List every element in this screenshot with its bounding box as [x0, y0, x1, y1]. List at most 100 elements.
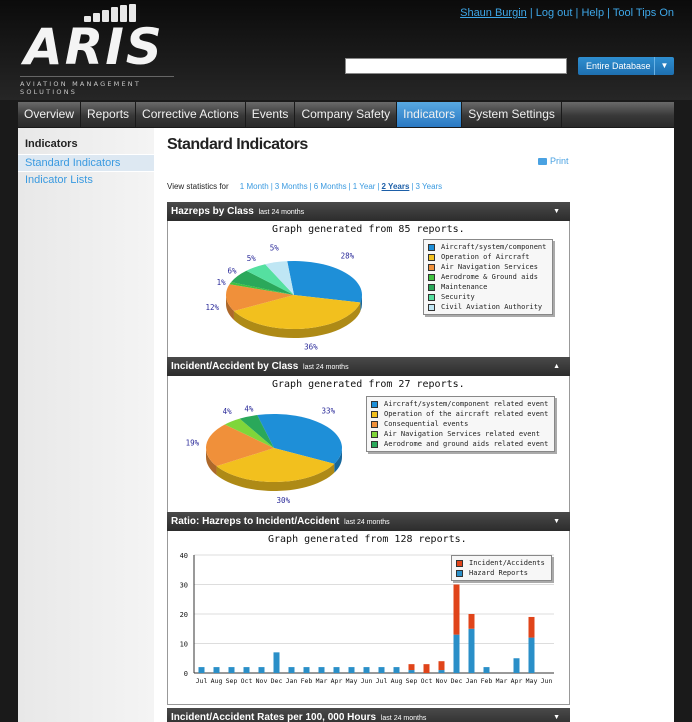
sidebar: Indicators Standard Indicators Indicator…	[18, 128, 154, 722]
x-tick-label: Nov	[436, 677, 448, 685]
bar	[528, 616, 535, 638]
pie-slice	[231, 270, 294, 295]
x-tick-label: Jan	[466, 677, 478, 685]
legend-label: Security	[441, 293, 475, 301]
panel-subtitle: last 24 months	[344, 519, 390, 526]
x-tick-label: Jan	[286, 677, 298, 685]
tab-reports[interactable]: Reports	[81, 102, 137, 127]
graph-caption: Graph generated from 27 reports.	[272, 379, 465, 390]
period-option[interactable]: 3 Years	[415, 182, 443, 191]
y-tick-label: 40	[180, 552, 188, 560]
pie-slice	[233, 295, 361, 329]
help-link[interactable]: Help	[581, 7, 605, 19]
x-tick-label: Jun	[541, 677, 553, 685]
content: Indicators Standard Indicators Indicator…	[18, 128, 674, 722]
pie-value-label: 19%	[186, 438, 200, 447]
pie-value-label: 28%	[341, 251, 355, 260]
scope-select-label: Entire Database	[586, 61, 651, 71]
legend-label: Aerodrome & Ground aids	[441, 273, 538, 281]
panel-header-incident-accident-by-class[interactable]: Incident/Accident by Class last 24 month…	[167, 357, 570, 376]
collapse-toggle-icon[interactable]: ▼	[553, 518, 560, 525]
legend-item: Aircraft/system/component	[428, 242, 546, 252]
graph-caption: Graph generated from 128 reports.	[268, 534, 467, 545]
sidebar-item-standard-indicators[interactable]: Standard Indicators	[18, 154, 154, 171]
panel-header-ratio[interactable]: Ratio: Hazreps to Incident/Accident last…	[167, 512, 570, 531]
bar	[408, 670, 415, 673]
legend-label: Aircraft/system/component related event	[384, 400, 549, 408]
pie-chart-hazreps: 28% 36% 12% 1%6% 5% 5%	[206, 244, 362, 352]
pie-value-label: 4%	[244, 404, 254, 413]
legend-swatch	[428, 283, 435, 291]
bar	[333, 667, 340, 673]
sidebar-item-indicator-lists[interactable]: Indicator Lists	[18, 171, 154, 188]
panel-header-hazreps-by-class[interactable]: Hazreps by Class last 24 months ▼	[167, 202, 570, 221]
period-option[interactable]: 3 Months	[274, 182, 308, 191]
collapse-toggle-icon[interactable]: ▲	[553, 363, 560, 370]
chevron-down-icon[interactable]: ▼	[654, 57, 674, 75]
print-link[interactable]: Print	[538, 156, 569, 166]
bar	[423, 664, 430, 673]
panel-body-ratio: Graph generated from 128 reports. 0 10 20 3…	[167, 531, 570, 705]
main-nav: Overview Reports Corrective Actions Events C…	[18, 102, 674, 127]
x-tick-label: Oct	[421, 677, 433, 685]
main: Standard Indicators Print View statistic…	[167, 128, 587, 722]
period-option[interactable]: 1 Year	[352, 182, 376, 191]
pie-value-label: 6%	[227, 266, 237, 275]
scope-select[interactable]: Entire Database ▼	[578, 57, 674, 75]
bar	[468, 614, 475, 629]
legend-item: Security	[428, 292, 546, 302]
pie-value-label: 33%	[322, 406, 336, 415]
x-tick-label: Dec	[451, 677, 463, 685]
legend-item: Aerodrome & Ground aids	[428, 272, 546, 282]
legend-item: Hazard Reports	[456, 568, 545, 578]
bar	[228, 667, 235, 673]
bar	[483, 667, 490, 673]
legend-swatch	[456, 559, 463, 567]
bar	[318, 667, 325, 673]
bar	[288, 667, 295, 673]
tooltips-link[interactable]: Tool Tips On	[612, 7, 674, 19]
x-tick-label: Aug	[211, 677, 223, 685]
pie-slice-side	[233, 302, 361, 338]
legend-label: Operation of Aircraft	[441, 253, 530, 261]
logout-link[interactable]: Log out	[535, 7, 573, 19]
period-option[interactable]: 6 Months	[313, 182, 347, 191]
legend-swatch	[371, 410, 378, 418]
legend-item: Aircraft/system/component related event	[371, 399, 548, 409]
tab-indicators[interactable]: Indicators	[397, 102, 463, 127]
tab-events[interactable]: Events	[246, 102, 296, 127]
bar	[378, 667, 385, 673]
graph-caption: Graph generated from 85 reports.	[272, 224, 465, 235]
panel-header-rates[interactable]: Incident/Accident Rates per 100, 000 Hou…	[167, 708, 570, 722]
pie-slice	[229, 282, 294, 295]
tab-system-settings[interactable]: System Settings	[462, 102, 562, 127]
search-input[interactable]	[345, 58, 567, 74]
tab-company-safety[interactable]: Company Safety	[295, 102, 398, 127]
legend-item: Maintenance	[428, 282, 546, 292]
period-option[interactable]: 2 Years	[381, 182, 410, 191]
collapse-toggle-icon[interactable]: ▼	[553, 714, 560, 721]
y-tick-label: 10	[180, 641, 188, 649]
legend-swatch	[428, 303, 435, 311]
x-tick-label: Mar	[316, 677, 328, 685]
page-title: Standard Indicators	[167, 136, 308, 153]
pie-value-label: 4%	[223, 407, 233, 416]
pie-value-label: 36%	[304, 343, 318, 352]
header: ARIS AVIATION MANAGEMENT SOLUTIONS Shaun…	[0, 0, 692, 100]
pie-slice	[287, 261, 362, 303]
pie-value-label: 12%	[206, 303, 220, 312]
printer-icon	[538, 158, 547, 165]
logo-bars-icon	[84, 4, 136, 22]
user-link[interactable]: Shaun Burgin	[460, 7, 527, 19]
period-option[interactable]: 1 Month	[239, 182, 269, 191]
tab-corrective-actions[interactable]: Corrective Actions	[136, 102, 246, 127]
panel-title: Ratio: Hazreps to Incident/Accident	[171, 516, 340, 527]
bar	[348, 667, 355, 673]
panel-body-hazreps-by-class: Graph generated from 85 reports. 28% 36% 1…	[167, 221, 570, 358]
pie-chart-incidents: 33% 30% 19% 4% 4%	[186, 404, 342, 505]
pie-value-label: 1%	[217, 278, 227, 287]
legend-swatch	[371, 420, 378, 428]
tab-overview[interactable]: Overview	[18, 102, 82, 127]
collapse-toggle-icon[interactable]: ▼	[553, 208, 560, 215]
